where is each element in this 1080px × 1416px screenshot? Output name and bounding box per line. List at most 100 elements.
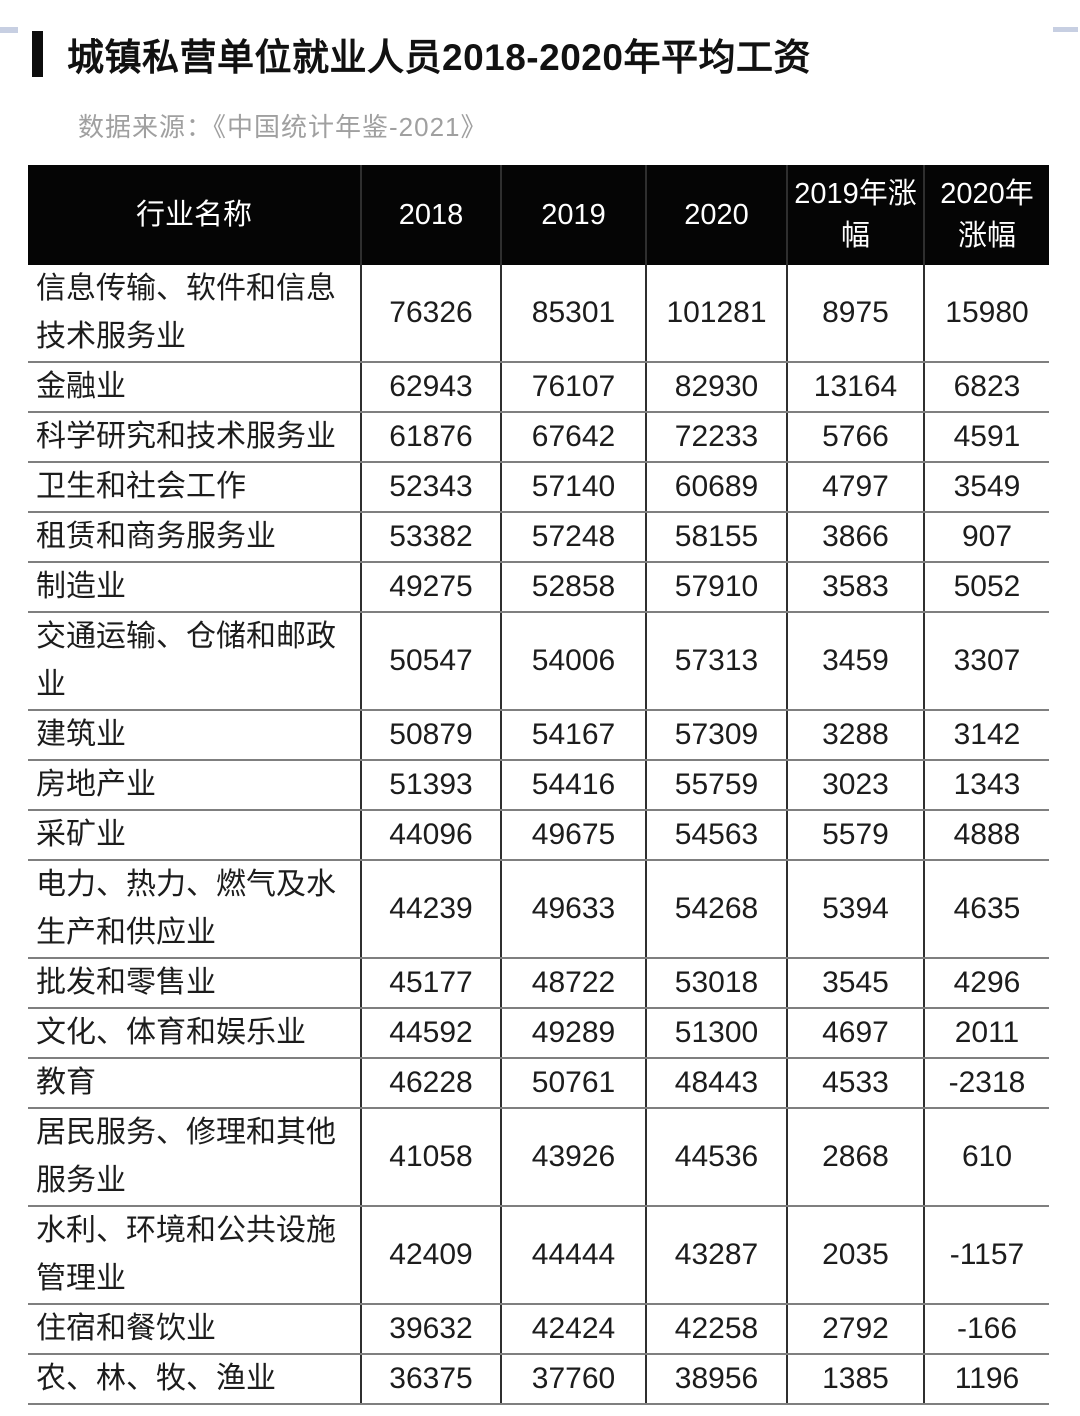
page-edge-artifact-left [0, 27, 18, 33]
value-cell: 44536 [645, 1108, 787, 1207]
industry-cell: 农、林、牧、渔业 [28, 1354, 361, 1405]
value-cell: 37760 [500, 1354, 646, 1405]
value-cell: 3307 [923, 612, 1049, 711]
value-cell: 43926 [500, 1108, 646, 1207]
column-header-2019: 2019 [500, 165, 646, 265]
value-cell: 57313 [645, 612, 787, 711]
industry-cell: 水利、环境和公共设施管理业 [28, 1206, 361, 1305]
value-cell: 3866 [786, 512, 924, 563]
value-cell: -2318 [923, 1058, 1049, 1109]
value-cell: 8975 [786, 265, 924, 363]
value-cell: 3023 [786, 760, 924, 811]
value-cell: 49633 [500, 860, 646, 959]
value-cell: 3459 [786, 612, 924, 711]
value-cell: 60689 [645, 462, 787, 513]
value-cell: 61876 [360, 412, 501, 463]
table-row: 房地产业 51393 54416 55759 3023 1343 [28, 760, 1049, 811]
value-cell: 54563 [645, 810, 787, 861]
value-cell: 2792 [786, 1304, 924, 1355]
page-edge-artifact-right [1053, 27, 1078, 32]
table-row: 卫生和社会工作 52343 57140 60689 4797 3549 [28, 462, 1049, 513]
value-cell: 41058 [360, 1108, 501, 1207]
industry-cell: 住宿和餐饮业 [28, 1304, 361, 1355]
table-header: 行业名称 2018 2019 2020 2019年涨幅 2020年涨幅 [28, 165, 1049, 265]
industry-cell: 金融业 [28, 362, 361, 413]
table-row: 居民服务、修理和其他服务业 41058 43926 44536 2868 610 [28, 1108, 1049, 1207]
value-cell: 5052 [923, 562, 1049, 613]
value-cell: 76326 [360, 265, 501, 363]
value-cell: 4888 [923, 810, 1049, 861]
table-row: 信息传输、软件和信息技术服务业 76326 85301 101281 8975 … [28, 265, 1049, 363]
value-cell: 49275 [360, 562, 501, 613]
value-cell: 2035 [786, 1206, 924, 1305]
value-cell: 3549 [923, 462, 1049, 513]
industry-cell: 租赁和商务服务业 [28, 512, 361, 563]
table-row: 科学研究和技术服务业 61876 67642 72233 5766 4591 [28, 412, 1049, 463]
value-cell: -1157 [923, 1206, 1049, 1305]
value-cell: 3288 [786, 710, 924, 761]
value-cell: 49675 [500, 810, 646, 861]
value-cell: 58155 [645, 512, 787, 563]
value-cell: 4797 [786, 462, 924, 513]
value-cell: 57140 [500, 462, 646, 513]
column-header-2019-increase: 2019年涨幅 [786, 165, 924, 265]
value-cell: 52858 [500, 562, 646, 613]
value-cell: 50761 [500, 1058, 646, 1109]
value-cell: 39632 [360, 1304, 501, 1355]
value-cell: 38956 [645, 1354, 787, 1405]
value-cell: 43287 [645, 1206, 787, 1305]
value-cell: 4635 [923, 860, 1049, 959]
industry-cell: 建筑业 [28, 710, 361, 761]
value-cell: 44444 [500, 1206, 646, 1305]
value-cell: 3583 [786, 562, 924, 613]
value-cell: 3545 [786, 958, 924, 1009]
industry-cell: 信息传输、软件和信息技术服务业 [28, 265, 361, 363]
value-cell: 2011 [923, 1008, 1049, 1059]
table-header-row: 行业名称 2018 2019 2020 2019年涨幅 2020年涨幅 [28, 165, 1049, 265]
value-cell: 1196 [923, 1354, 1049, 1405]
value-cell: 51393 [360, 760, 501, 811]
column-header-2020-increase: 2020年涨幅 [923, 165, 1049, 265]
table-body: 信息传输、软件和信息技术服务业 76326 85301 101281 8975 … [28, 265, 1049, 1405]
industry-cell: 批发和零售业 [28, 958, 361, 1009]
value-cell: 50547 [360, 612, 501, 711]
table-row: 教育 46228 50761 48443 4533 -2318 [28, 1058, 1049, 1109]
value-cell: 5579 [786, 810, 924, 861]
page-title: 城镇私营单位就业人员2018-2020年平均工资 [67, 37, 811, 78]
industry-cell: 房地产业 [28, 760, 361, 811]
value-cell: 57248 [500, 512, 646, 563]
industry-cell: 教育 [28, 1058, 361, 1109]
value-cell: 44592 [360, 1008, 501, 1059]
table-row: 建筑业 50879 54167 57309 3288 3142 [28, 710, 1049, 761]
value-cell: 2868 [786, 1108, 924, 1207]
column-header-2020: 2020 [645, 165, 787, 265]
value-cell: 48443 [645, 1058, 787, 1109]
table-row: 交通运输、仓储和邮政业 50547 54006 57313 3459 3307 [28, 612, 1049, 711]
value-cell: 1385 [786, 1354, 924, 1405]
value-cell: 57309 [645, 710, 787, 761]
value-cell: 1343 [923, 760, 1049, 811]
value-cell: 36375 [360, 1354, 501, 1405]
value-cell: 57910 [645, 562, 787, 613]
industry-cell: 制造业 [28, 562, 361, 613]
value-cell: 55759 [645, 760, 787, 811]
industry-cell: 电力、热力、燃气及水生产和供应业 [28, 860, 361, 959]
value-cell: 4697 [786, 1008, 924, 1059]
value-cell: 42258 [645, 1304, 787, 1355]
value-cell: 44096 [360, 810, 501, 861]
value-cell: 48722 [500, 958, 646, 1009]
value-cell: 82930 [645, 362, 787, 413]
value-cell: 54006 [500, 612, 646, 711]
industry-cell: 卫生和社会工作 [28, 462, 361, 513]
value-cell: -166 [923, 1304, 1049, 1355]
value-cell: 53018 [645, 958, 787, 1009]
value-cell: 610 [923, 1108, 1049, 1207]
industry-cell: 采矿业 [28, 810, 361, 861]
value-cell: 5766 [786, 412, 924, 463]
value-cell: 54268 [645, 860, 787, 959]
value-cell: 6823 [923, 362, 1049, 413]
value-cell: 42424 [500, 1304, 646, 1355]
value-cell: 49289 [500, 1008, 646, 1059]
table-row: 租赁和商务服务业 53382 57248 58155 3866 907 [28, 512, 1049, 563]
table-row: 金融业 62943 76107 82930 13164 6823 [28, 362, 1049, 413]
